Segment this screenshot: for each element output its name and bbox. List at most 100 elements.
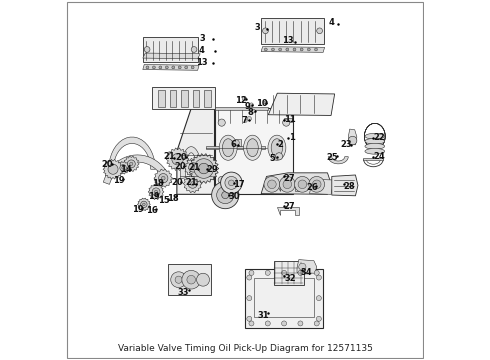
Circle shape <box>247 316 252 321</box>
Circle shape <box>171 272 187 288</box>
Ellipse shape <box>244 135 262 160</box>
Circle shape <box>298 270 303 275</box>
Circle shape <box>189 163 198 172</box>
Text: 21: 21 <box>185 178 197 187</box>
Ellipse shape <box>365 148 385 154</box>
Circle shape <box>265 270 270 275</box>
Text: 20: 20 <box>174 162 186 171</box>
Circle shape <box>264 176 280 192</box>
Circle shape <box>191 182 195 185</box>
Text: 13: 13 <box>282 36 294 45</box>
Bar <box>254 278 314 317</box>
Circle shape <box>247 275 252 280</box>
Text: 27: 27 <box>283 174 294 183</box>
Circle shape <box>268 180 276 189</box>
Ellipse shape <box>247 139 258 157</box>
Circle shape <box>307 48 310 51</box>
Circle shape <box>159 66 162 69</box>
Text: 7: 7 <box>242 116 247 125</box>
Circle shape <box>120 165 126 171</box>
Polygon shape <box>276 184 299 192</box>
Polygon shape <box>143 64 199 70</box>
Bar <box>206 146 266 149</box>
Bar <box>364 158 383 160</box>
Text: 24: 24 <box>373 152 385 161</box>
Circle shape <box>198 163 209 174</box>
Circle shape <box>298 180 307 189</box>
Polygon shape <box>117 162 129 174</box>
Ellipse shape <box>365 143 385 149</box>
Circle shape <box>348 136 357 145</box>
Bar <box>168 264 211 296</box>
Polygon shape <box>183 175 202 193</box>
Circle shape <box>299 263 306 270</box>
Polygon shape <box>189 154 219 184</box>
Text: 22: 22 <box>373 133 385 142</box>
Polygon shape <box>261 46 324 52</box>
Text: 3: 3 <box>199 34 205 43</box>
Circle shape <box>247 296 252 301</box>
Text: 12: 12 <box>235 96 246 105</box>
Text: 28: 28 <box>343 182 355 191</box>
Polygon shape <box>148 184 164 199</box>
Circle shape <box>252 109 255 113</box>
Bar <box>152 87 215 109</box>
Text: 23: 23 <box>341 140 352 149</box>
Bar <box>215 107 269 110</box>
Circle shape <box>317 316 321 321</box>
Text: 30: 30 <box>228 192 240 201</box>
Circle shape <box>178 66 181 69</box>
Polygon shape <box>348 129 357 145</box>
Polygon shape <box>297 260 317 273</box>
Circle shape <box>282 321 287 326</box>
Circle shape <box>221 192 229 199</box>
Text: 18: 18 <box>152 179 164 188</box>
Circle shape <box>187 275 196 284</box>
Polygon shape <box>103 159 123 179</box>
Bar <box>231 139 242 146</box>
Polygon shape <box>269 93 335 116</box>
Ellipse shape <box>222 139 234 157</box>
Circle shape <box>300 48 303 51</box>
Circle shape <box>127 160 135 168</box>
Circle shape <box>196 273 210 286</box>
Text: 4: 4 <box>199 46 205 55</box>
Circle shape <box>245 120 247 122</box>
Circle shape <box>218 176 225 184</box>
Circle shape <box>166 66 168 69</box>
Circle shape <box>192 166 195 169</box>
Circle shape <box>286 48 289 51</box>
Circle shape <box>191 46 197 52</box>
Polygon shape <box>166 148 189 171</box>
Circle shape <box>191 66 194 69</box>
Text: 32: 32 <box>284 274 295 283</box>
Circle shape <box>141 201 147 208</box>
Circle shape <box>283 176 290 184</box>
Circle shape <box>234 140 239 145</box>
Circle shape <box>279 176 295 192</box>
Text: 18: 18 <box>167 194 178 203</box>
Text: 8: 8 <box>247 108 253 117</box>
Circle shape <box>146 66 149 69</box>
Ellipse shape <box>271 139 283 157</box>
Text: 11: 11 <box>284 115 295 124</box>
Circle shape <box>315 48 318 51</box>
Polygon shape <box>123 156 139 172</box>
Text: 31: 31 <box>258 311 270 320</box>
Circle shape <box>188 179 197 188</box>
Circle shape <box>317 275 321 280</box>
Text: 1: 1 <box>289 133 294 142</box>
Text: 20: 20 <box>101 161 113 170</box>
Circle shape <box>279 48 282 51</box>
Circle shape <box>152 66 155 69</box>
Circle shape <box>314 321 319 326</box>
Text: 4: 4 <box>329 18 335 27</box>
Bar <box>215 108 294 194</box>
Text: 25: 25 <box>326 153 338 162</box>
Bar <box>158 90 165 107</box>
Polygon shape <box>143 53 200 59</box>
Polygon shape <box>261 173 331 194</box>
Text: 5: 5 <box>269 154 275 163</box>
Circle shape <box>225 176 238 189</box>
Text: 19: 19 <box>132 205 143 214</box>
